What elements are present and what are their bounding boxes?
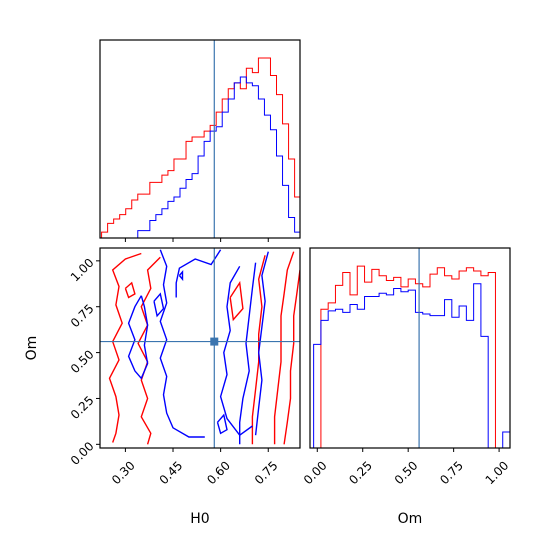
om-hist-xlabel: Om bbox=[398, 511, 423, 527]
om-hist-x-tick-label: 0.75 bbox=[437, 458, 466, 487]
joint-y-tick-label: 0.00 bbox=[68, 439, 97, 468]
joint-y-tick-label: 1.00 bbox=[68, 256, 97, 285]
om-hist-x-tick-label: 0.00 bbox=[301, 458, 330, 487]
contour-red-4 bbox=[283, 269, 300, 445]
contour-red-5 bbox=[124, 281, 136, 299]
om-hist-series-blue bbox=[313, 283, 510, 448]
om-hist-series-red bbox=[313, 265, 510, 448]
h0-hist-frame bbox=[99, 39, 301, 239]
om-hist-x-tick-label: 0.25 bbox=[346, 458, 375, 487]
om-hist-x-tick-label: 0.50 bbox=[392, 458, 421, 487]
om-hist-frame bbox=[309, 247, 511, 449]
joint-xlabel: H0 bbox=[190, 511, 209, 527]
joint-x-tick-label: 0.60 bbox=[204, 458, 233, 487]
joint-x-tick-label: 0.45 bbox=[157, 458, 186, 487]
contour-red-0 bbox=[108, 252, 142, 443]
om-marginal-histogram: 0.00 0.25 0.50 0.75 1.00 Om bbox=[301, 247, 512, 527]
contour-blue-0 bbox=[159, 249, 205, 438]
om-hist-x-tick-label: 1.00 bbox=[483, 458, 512, 487]
contour-blue-2 bbox=[127, 295, 149, 380]
joint-y-tick-label: 0.25 bbox=[68, 393, 97, 422]
joint-x-tick-label: 0.75 bbox=[252, 458, 281, 487]
contour-blue-7 bbox=[178, 270, 184, 282]
joint-ylabel: Om bbox=[24, 336, 40, 361]
h0-om-contour-panel: 0.30 0.45 0.60 0.75 0.00 0.25 0.50 0.75 1.00 H0 Om bbox=[24, 247, 301, 527]
h0-hist-series-blue bbox=[101, 76, 300, 238]
contour-red-3 bbox=[273, 251, 295, 445]
h0-hist-series-red bbox=[101, 57, 300, 238]
joint-truth-marker bbox=[210, 337, 219, 346]
joint-y-tick-label: 0.75 bbox=[68, 301, 97, 330]
joint-x-tick-label: 0.30 bbox=[109, 458, 138, 487]
joint-frame bbox=[99, 247, 301, 449]
contour-red-1 bbox=[137, 256, 161, 445]
contour-red-6 bbox=[229, 280, 244, 322]
contour-blue-8 bbox=[216, 413, 228, 435]
h0-marginal-histogram bbox=[99, 39, 301, 242]
contour-blue-4 bbox=[238, 262, 257, 445]
contour-blue-3 bbox=[219, 265, 253, 437]
joint-y-tick-label: 0.50 bbox=[68, 347, 97, 376]
contour-blue-5 bbox=[254, 251, 269, 436]
contour-blue-6 bbox=[153, 292, 165, 318]
contour-blue-1 bbox=[175, 249, 222, 298]
